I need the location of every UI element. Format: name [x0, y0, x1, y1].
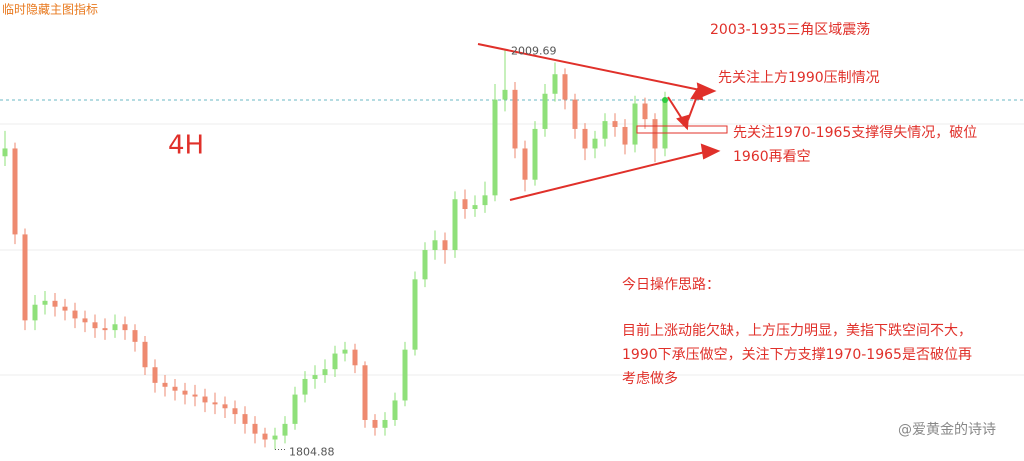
- candle-body: [242, 414, 248, 424]
- candle-body: [272, 435, 278, 440]
- candle-body: [92, 322, 98, 329]
- candle-body: [62, 306, 68, 311]
- candle-body: [172, 386, 178, 391]
- candle-body: [652, 119, 658, 149]
- candle-body: [572, 99, 578, 129]
- plan-line: 考虑做多: [622, 370, 678, 387]
- candle-body: [482, 195, 488, 206]
- candle-body: [582, 128, 588, 149]
- candle-body: [192, 394, 198, 397]
- candle-body: [132, 330, 138, 342]
- candle-body: [432, 240, 438, 251]
- candle-body: [312, 375, 318, 379]
- candle-body: [322, 369, 328, 376]
- candles: [2, 49, 668, 450]
- trend-line: [477, 43, 701, 91]
- plan-line: 1990下承压做空，关注下方支撑1970-1965是否破位再: [622, 347, 972, 363]
- candle-body: [342, 349, 348, 354]
- candle-body: [362, 365, 368, 420]
- candle-body: [142, 341, 148, 368]
- timeframe: 4H: [168, 131, 204, 161]
- candle-body: [202, 396, 208, 403]
- annotation: 1960再看空: [733, 149, 811, 165]
- candle-body: [512, 89, 518, 149]
- candle-body: [212, 402, 218, 405]
- candle-body: [252, 423, 258, 434]
- plan-line: 目前上涨动能欠缺，上方压力明显，美指下跌空间不大，: [622, 322, 972, 339]
- arrow-head: [676, 114, 690, 131]
- low-label: 1804.88: [289, 446, 335, 459]
- candle-body: [282, 423, 288, 436]
- candle-body: [52, 300, 58, 307]
- candle-body: [292, 394, 298, 424]
- candle-body: [602, 121, 608, 139]
- candle-body: [232, 408, 238, 415]
- candle-body: [612, 121, 618, 127]
- support-zone: [636, 125, 728, 134]
- watermark: @爱黄金的诗诗: [898, 421, 996, 438]
- candle-body: [562, 74, 568, 100]
- arrow: [687, 95, 698, 121]
- candle-body: [452, 199, 458, 251]
- plan-heading: 今日操作思路：: [622, 277, 720, 293]
- annotation: 2003-1935三角区域震荡: [710, 22, 870, 38]
- candle-body: [382, 419, 388, 428]
- candle-body: [662, 99, 668, 149]
- candle-body: [462, 199, 468, 210]
- candle-body: [302, 378, 308, 395]
- candle-body: [182, 390, 188, 395]
- candle-body: [422, 250, 428, 280]
- candle-body: [262, 433, 268, 440]
- candle-body: [22, 234, 28, 321]
- candle-body: [442, 240, 448, 251]
- candle-body: [162, 382, 168, 387]
- candle-body: [12, 148, 18, 235]
- annotation: 先关注1970-1965支撑得失情况，破位: [733, 124, 977, 141]
- candle-body: [82, 318, 88, 323]
- candle-body: [332, 353, 338, 370]
- candle-body: [542, 93, 548, 129]
- candle-body: [32, 304, 38, 321]
- candle-body: [372, 419, 378, 428]
- candle-body: [402, 349, 408, 401]
- candle-body: [112, 324, 118, 331]
- trend-line: [509, 151, 706, 201]
- candle-body: [392, 400, 398, 420]
- candle-body: [552, 74, 558, 94]
- candle-body: [642, 103, 648, 120]
- annotation: 先关注上方1990压制情况: [718, 70, 880, 86]
- candle-body: [122, 324, 128, 331]
- candle-body: [532, 128, 538, 180]
- triangle: [477, 43, 721, 201]
- candle-body: [492, 99, 498, 196]
- toolbar-button-bg: [0, 0, 118, 20]
- background-grid: [0, 123, 1024, 376]
- candle-body: [522, 148, 528, 180]
- candle-body: [352, 349, 358, 366]
- candle-body: [632, 103, 638, 145]
- candle-body: [102, 328, 108, 331]
- high-label: 2009.69: [511, 44, 557, 57]
- arrow-head: [690, 84, 704, 101]
- toolbar-button[interactable]: 临时隐藏主图指标: [2, 2, 98, 17]
- candle-body: [222, 404, 228, 409]
- candle-body: [152, 367, 158, 383]
- candle-body: [412, 279, 418, 350]
- candle-body: [622, 126, 628, 145]
- candle-body: [72, 310, 78, 319]
- current-dot: [662, 97, 668, 103]
- candle-body: [592, 138, 598, 149]
- candle-body: [502, 89, 508, 100]
- candle-body: [472, 205, 478, 210]
- arrow-head: [700, 143, 721, 160]
- candle-body: [2, 148, 8, 157]
- candle-body: [42, 300, 48, 305]
